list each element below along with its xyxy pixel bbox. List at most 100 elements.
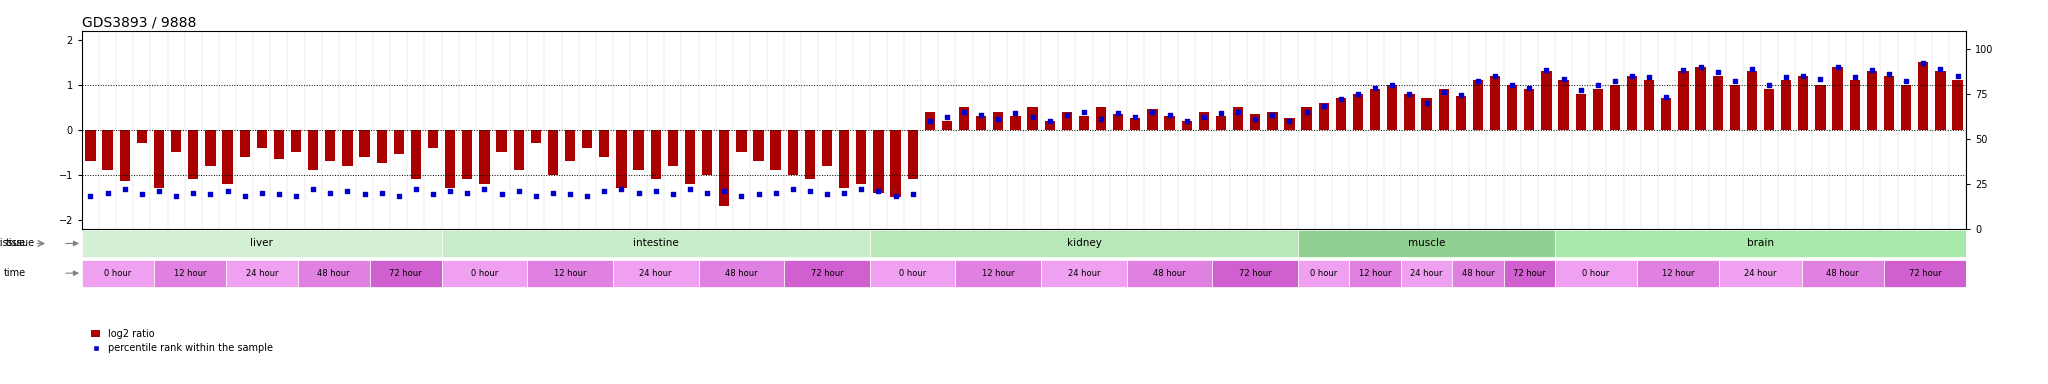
Text: 72 hour: 72 hour: [1909, 269, 1942, 278]
Point: [451, 190, 483, 196]
FancyBboxPatch shape: [1298, 230, 1554, 257]
Point: [416, 191, 449, 197]
Point: [657, 191, 690, 197]
Bar: [1284, 118, 1294, 130]
Bar: [342, 130, 352, 166]
FancyBboxPatch shape: [442, 230, 870, 257]
Point: [1411, 99, 1444, 106]
FancyBboxPatch shape: [1503, 260, 1554, 286]
Point: [1137, 109, 1169, 115]
Text: 0 hour: 0 hour: [1311, 269, 1337, 278]
Bar: [1096, 107, 1106, 130]
Point: [125, 191, 158, 197]
FancyBboxPatch shape: [442, 260, 526, 286]
Text: 24 hour: 24 hour: [639, 269, 672, 278]
FancyBboxPatch shape: [1040, 260, 1126, 286]
Bar: [958, 107, 969, 130]
Point: [1376, 82, 1409, 88]
Text: 24 hour: 24 hour: [1745, 269, 1778, 278]
Point: [1821, 64, 1853, 70]
Point: [195, 191, 227, 197]
Bar: [1249, 114, 1260, 130]
Point: [1769, 74, 1802, 81]
Point: [846, 186, 879, 192]
Point: [981, 116, 1014, 122]
Bar: [754, 130, 764, 161]
Text: 48 hour: 48 hour: [1153, 269, 1186, 278]
Point: [1102, 111, 1135, 117]
Point: [176, 190, 209, 196]
Bar: [514, 130, 524, 170]
Text: 72 hour: 72 hour: [1239, 269, 1272, 278]
Point: [1581, 82, 1614, 88]
Text: tissue: tissue: [0, 238, 25, 248]
Point: [502, 188, 535, 194]
Point: [1788, 73, 1821, 79]
Bar: [428, 130, 438, 148]
Bar: [1593, 89, 1604, 130]
Point: [1016, 114, 1049, 120]
Point: [1632, 74, 1665, 81]
Point: [160, 193, 193, 199]
Bar: [719, 130, 729, 206]
Point: [1223, 109, 1255, 115]
Bar: [1370, 89, 1380, 130]
FancyBboxPatch shape: [1720, 260, 1802, 286]
Bar: [240, 130, 250, 157]
FancyBboxPatch shape: [1126, 260, 1212, 286]
Text: 48 hour: 48 hour: [317, 269, 350, 278]
Point: [434, 188, 467, 194]
Bar: [1473, 80, 1483, 130]
Bar: [1354, 94, 1364, 130]
Point: [811, 191, 844, 197]
Point: [1513, 85, 1546, 91]
Point: [1239, 116, 1272, 122]
Point: [1169, 118, 1202, 124]
Point: [760, 190, 793, 196]
Text: 72 hour: 72 hour: [389, 269, 422, 278]
FancyBboxPatch shape: [956, 260, 1040, 286]
Bar: [1833, 67, 1843, 130]
Point: [1341, 91, 1374, 97]
Text: 12 hour: 12 hour: [1663, 269, 1694, 278]
Bar: [616, 130, 627, 188]
Bar: [1575, 94, 1585, 130]
Bar: [1198, 112, 1208, 130]
Point: [690, 190, 723, 196]
Point: [1907, 60, 1939, 66]
Point: [1479, 73, 1511, 79]
Bar: [137, 130, 147, 143]
FancyBboxPatch shape: [297, 260, 371, 286]
Bar: [1542, 71, 1552, 130]
Bar: [702, 130, 713, 175]
Text: liver: liver: [250, 238, 272, 248]
Bar: [993, 112, 1004, 130]
FancyBboxPatch shape: [82, 260, 154, 286]
Point: [793, 188, 825, 194]
Bar: [1661, 98, 1671, 130]
Bar: [1610, 85, 1620, 130]
Bar: [600, 130, 610, 157]
Bar: [1233, 107, 1243, 130]
Bar: [274, 130, 285, 159]
Text: brain: brain: [1747, 238, 1774, 248]
Text: 0 hour: 0 hour: [471, 269, 498, 278]
Point: [1735, 65, 1767, 71]
Point: [1051, 112, 1083, 118]
Point: [109, 186, 141, 192]
Text: 24 hour: 24 hour: [1411, 269, 1442, 278]
Point: [1393, 91, 1425, 97]
Bar: [924, 112, 936, 130]
Text: 12 hour: 12 hour: [983, 269, 1014, 278]
Bar: [1815, 85, 1825, 130]
Point: [571, 193, 604, 199]
Bar: [856, 130, 866, 184]
Point: [1067, 109, 1100, 115]
Point: [741, 191, 774, 197]
Bar: [1028, 107, 1038, 130]
Bar: [1884, 76, 1894, 130]
Text: 12 hour: 12 hour: [174, 269, 207, 278]
Bar: [1147, 109, 1157, 130]
Point: [1530, 67, 1563, 73]
Bar: [307, 130, 317, 170]
